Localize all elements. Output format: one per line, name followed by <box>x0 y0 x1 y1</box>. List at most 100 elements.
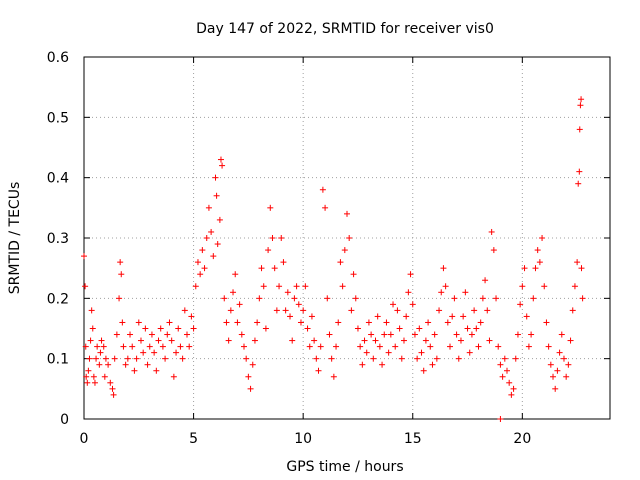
data-point <box>359 361 366 368</box>
data-point <box>179 355 186 362</box>
data-point <box>495 343 502 350</box>
data-point <box>409 301 416 308</box>
data-point <box>418 349 425 356</box>
data-point <box>232 271 239 278</box>
data-point <box>427 343 434 350</box>
data-point <box>137 337 144 344</box>
data-point <box>326 331 333 338</box>
data-point <box>101 373 108 380</box>
data-point <box>157 325 164 332</box>
data-point <box>473 325 480 332</box>
data-point <box>236 301 243 308</box>
data-point <box>219 162 226 169</box>
data-point <box>339 283 346 290</box>
data-point <box>225 337 232 344</box>
data-point <box>508 391 515 398</box>
data-point <box>113 331 120 338</box>
data-point <box>302 283 309 290</box>
data-point <box>493 295 500 302</box>
data-point <box>100 343 107 350</box>
data-point <box>330 373 337 380</box>
data-point <box>117 259 124 266</box>
data-point <box>308 313 315 320</box>
data-point <box>363 349 370 356</box>
data-point <box>230 289 237 296</box>
data-point <box>497 361 504 368</box>
data-point <box>442 283 449 290</box>
y-tick-label: 0 <box>60 412 69 428</box>
data-point <box>361 337 368 344</box>
data-point <box>436 307 443 314</box>
data-point <box>464 325 471 332</box>
data-point <box>398 355 405 362</box>
data-point <box>258 265 265 272</box>
data-marks <box>81 96 586 422</box>
data-point <box>574 259 581 266</box>
data-point <box>289 337 296 344</box>
chart-title: Day 147 of 2022, SRMTID for receiver vis… <box>196 21 494 37</box>
data-point <box>354 325 361 332</box>
data-point <box>560 355 567 362</box>
data-point <box>453 331 460 338</box>
data-point <box>159 343 166 350</box>
x-tick-labels: 0 5 10 15 20 <box>80 431 532 447</box>
data-point <box>175 325 182 332</box>
data-point <box>168 337 175 344</box>
data-point <box>192 283 199 290</box>
data-point <box>94 343 101 350</box>
data-point <box>462 289 469 296</box>
data-point <box>501 355 508 362</box>
data-point <box>146 343 153 350</box>
data-point <box>499 373 506 380</box>
data-point <box>127 331 134 338</box>
data-point <box>468 331 475 338</box>
data-point <box>405 289 412 296</box>
data-point <box>214 241 221 248</box>
data-point <box>85 367 92 374</box>
data-point <box>350 271 357 278</box>
data-point <box>293 283 300 290</box>
data-point <box>217 156 224 163</box>
y-tick-label: 0.2 <box>47 291 69 307</box>
data-point <box>370 355 377 362</box>
data-point <box>317 343 324 350</box>
data-point <box>265 247 272 254</box>
data-point <box>177 343 184 350</box>
data-point <box>144 361 151 368</box>
data-point <box>390 301 397 308</box>
x-tick-label: 0 <box>80 431 89 447</box>
data-point <box>440 265 447 272</box>
data-point <box>460 313 467 320</box>
data-point <box>438 289 445 296</box>
data-point <box>368 331 375 338</box>
data-point <box>119 319 126 326</box>
data-point <box>129 343 136 350</box>
data-point <box>98 337 105 344</box>
data-point <box>89 325 96 332</box>
data-point <box>379 361 386 368</box>
data-point <box>451 295 458 302</box>
y-tick-label: 0.1 <box>47 352 69 368</box>
data-point <box>517 301 524 308</box>
y-tick-label: 0.3 <box>47 231 69 247</box>
data-point <box>110 391 117 398</box>
data-point <box>162 355 169 362</box>
data-point <box>111 355 118 362</box>
data-point <box>532 265 539 272</box>
data-point <box>203 235 210 241</box>
data-point <box>554 367 561 374</box>
data-point <box>184 331 191 338</box>
data-point <box>486 337 493 344</box>
axis-ticks <box>83 56 610 420</box>
data-point <box>475 343 482 350</box>
data-point <box>251 337 258 344</box>
data-point <box>208 228 215 235</box>
data-point <box>534 247 541 254</box>
data-point <box>352 295 359 302</box>
data-point <box>387 331 394 338</box>
data-point <box>273 307 280 314</box>
data-point <box>151 349 158 356</box>
data-point <box>311 337 318 344</box>
data-point <box>510 385 517 392</box>
